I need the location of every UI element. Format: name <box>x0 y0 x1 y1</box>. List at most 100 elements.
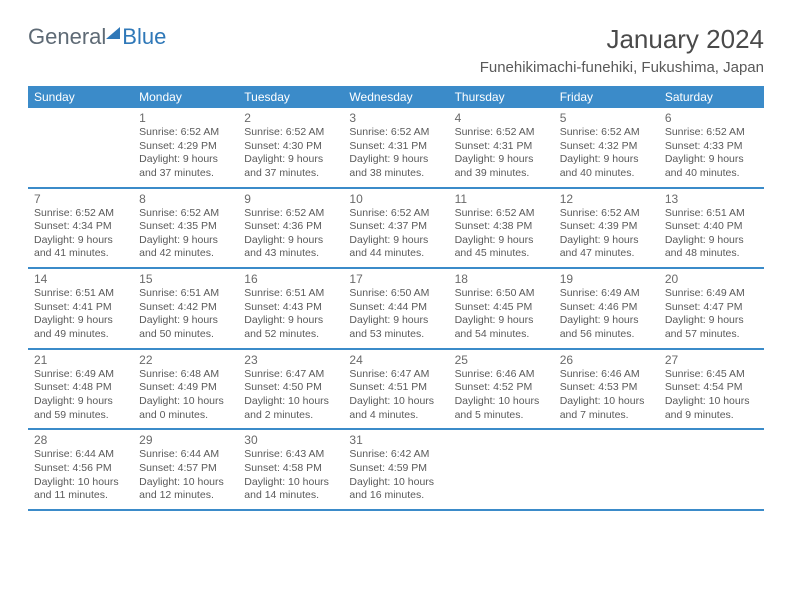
sunset-line: Sunset: 4:41 PM <box>34 301 127 315</box>
day-cell: 6Sunrise: 6:52 AMSunset: 4:33 PMDaylight… <box>659 108 764 187</box>
week-row: 1Sunrise: 6:52 AMSunset: 4:29 PMDaylight… <box>28 108 764 189</box>
day-cell: 28Sunrise: 6:44 AMSunset: 4:56 PMDayligh… <box>28 430 133 509</box>
day-cell: 5Sunrise: 6:52 AMSunset: 4:32 PMDaylight… <box>554 108 659 187</box>
day-cell: 23Sunrise: 6:47 AMSunset: 4:50 PMDayligh… <box>238 350 343 429</box>
sunrise-line: Sunrise: 6:52 AM <box>139 207 232 221</box>
daylight-line: Daylight: 10 hours and 12 minutes. <box>139 476 232 503</box>
day-number: 6 <box>665 111 758 125</box>
sunset-line: Sunset: 4:40 PM <box>665 220 758 234</box>
sunrise-line: Sunrise: 6:51 AM <box>34 287 127 301</box>
day-number: 30 <box>244 433 337 447</box>
daylight-line: Daylight: 9 hours and 40 minutes. <box>560 153 653 180</box>
weekday-label: Thursday <box>449 86 554 108</box>
day-number: 28 <box>34 433 127 447</box>
sunset-line: Sunset: 4:36 PM <box>244 220 337 234</box>
sunset-line: Sunset: 4:56 PM <box>34 462 127 476</box>
sunrise-line: Sunrise: 6:44 AM <box>139 448 232 462</box>
daylight-line: Daylight: 9 hours and 40 minutes. <box>665 153 758 180</box>
day-number: 10 <box>349 192 442 206</box>
sunrise-line: Sunrise: 6:50 AM <box>349 287 442 301</box>
day-cell: 3Sunrise: 6:52 AMSunset: 4:31 PMDaylight… <box>343 108 448 187</box>
sunset-line: Sunset: 4:35 PM <box>139 220 232 234</box>
sunset-line: Sunset: 4:51 PM <box>349 381 442 395</box>
sunset-line: Sunset: 4:54 PM <box>665 381 758 395</box>
sunrise-line: Sunrise: 6:42 AM <box>349 448 442 462</box>
day-number: 9 <box>244 192 337 206</box>
daylight-line: Daylight: 9 hours and 38 minutes. <box>349 153 442 180</box>
day-cell: 17Sunrise: 6:50 AMSunset: 4:44 PMDayligh… <box>343 269 448 348</box>
sunrise-line: Sunrise: 6:52 AM <box>139 126 232 140</box>
sunrise-line: Sunrise: 6:52 AM <box>560 207 653 221</box>
sunrise-line: Sunrise: 6:49 AM <box>34 368 127 382</box>
day-cell: 12Sunrise: 6:52 AMSunset: 4:39 PMDayligh… <box>554 189 659 268</box>
sunrise-line: Sunrise: 6:46 AM <box>455 368 548 382</box>
sunrise-line: Sunrise: 6:49 AM <box>560 287 653 301</box>
sunrise-line: Sunrise: 6:43 AM <box>244 448 337 462</box>
sunset-line: Sunset: 4:53 PM <box>560 381 653 395</box>
sunrise-line: Sunrise: 6:52 AM <box>244 126 337 140</box>
day-number: 23 <box>244 353 337 367</box>
location-subtitle: Funehikimachi-funehiki, Fukushima, Japan <box>480 59 764 76</box>
sunset-line: Sunset: 4:32 PM <box>560 140 653 154</box>
daylight-line: Daylight: 9 hours and 45 minutes. <box>455 234 548 261</box>
daylight-line: Daylight: 9 hours and 37 minutes. <box>244 153 337 180</box>
day-cell: 4Sunrise: 6:52 AMSunset: 4:31 PMDaylight… <box>449 108 554 187</box>
day-cell <box>554 430 659 509</box>
day-cell: 7Sunrise: 6:52 AMSunset: 4:34 PMDaylight… <box>28 189 133 268</box>
daylight-line: Daylight: 9 hours and 49 minutes. <box>34 314 127 341</box>
sunset-line: Sunset: 4:46 PM <box>560 301 653 315</box>
sunrise-line: Sunrise: 6:51 AM <box>244 287 337 301</box>
day-number: 24 <box>349 353 442 367</box>
daylight-line: Daylight: 9 hours and 54 minutes. <box>455 314 548 341</box>
week-row: 21Sunrise: 6:49 AMSunset: 4:48 PMDayligh… <box>28 350 764 431</box>
sunset-line: Sunset: 4:59 PM <box>349 462 442 476</box>
daylight-line: Daylight: 10 hours and 4 minutes. <box>349 395 442 422</box>
day-cell: 26Sunrise: 6:46 AMSunset: 4:53 PMDayligh… <box>554 350 659 429</box>
day-cell: 20Sunrise: 6:49 AMSunset: 4:47 PMDayligh… <box>659 269 764 348</box>
sunset-line: Sunset: 4:30 PM <box>244 140 337 154</box>
day-number: 14 <box>34 272 127 286</box>
logo-text-blue: Blue <box>122 24 166 50</box>
day-cell: 19Sunrise: 6:49 AMSunset: 4:46 PMDayligh… <box>554 269 659 348</box>
daylight-line: Daylight: 9 hours and 53 minutes. <box>349 314 442 341</box>
daylight-line: Daylight: 9 hours and 39 minutes. <box>455 153 548 180</box>
sunrise-line: Sunrise: 6:52 AM <box>455 126 548 140</box>
sunset-line: Sunset: 4:58 PM <box>244 462 337 476</box>
day-number: 3 <box>349 111 442 125</box>
week-row: 28Sunrise: 6:44 AMSunset: 4:56 PMDayligh… <box>28 430 764 511</box>
sunrise-line: Sunrise: 6:52 AM <box>349 207 442 221</box>
day-cell: 13Sunrise: 6:51 AMSunset: 4:40 PMDayligh… <box>659 189 764 268</box>
week-row: 7Sunrise: 6:52 AMSunset: 4:34 PMDaylight… <box>28 189 764 270</box>
daylight-line: Daylight: 9 hours and 57 minutes. <box>665 314 758 341</box>
weeks-container: 1Sunrise: 6:52 AMSunset: 4:29 PMDaylight… <box>28 108 764 511</box>
day-number: 5 <box>560 111 653 125</box>
sunrise-line: Sunrise: 6:49 AM <box>665 287 758 301</box>
week-row: 14Sunrise: 6:51 AMSunset: 4:41 PMDayligh… <box>28 269 764 350</box>
sunset-line: Sunset: 4:44 PM <box>349 301 442 315</box>
daylight-line: Daylight: 9 hours and 56 minutes. <box>560 314 653 341</box>
sunset-line: Sunset: 4:33 PM <box>665 140 758 154</box>
sunrise-line: Sunrise: 6:52 AM <box>560 126 653 140</box>
weekday-label: Monday <box>133 86 238 108</box>
sunrise-line: Sunrise: 6:50 AM <box>455 287 548 301</box>
month-year-title: January 2024 <box>480 24 764 55</box>
day-cell <box>28 108 133 187</box>
day-number: 31 <box>349 433 442 447</box>
weekday-label: Sunday <box>28 86 133 108</box>
sunset-line: Sunset: 4:48 PM <box>34 381 127 395</box>
sunset-line: Sunset: 4:45 PM <box>455 301 548 315</box>
weekday-header-row: SundayMondayTuesdayWednesdayThursdayFrid… <box>28 86 764 108</box>
sunset-line: Sunset: 4:31 PM <box>455 140 548 154</box>
daylight-line: Daylight: 9 hours and 43 minutes. <box>244 234 337 261</box>
sunset-line: Sunset: 4:37 PM <box>349 220 442 234</box>
day-number: 12 <box>560 192 653 206</box>
day-number: 8 <box>139 192 232 206</box>
day-number: 15 <box>139 272 232 286</box>
daylight-line: Daylight: 9 hours and 41 minutes. <box>34 234 127 261</box>
sunrise-line: Sunrise: 6:51 AM <box>139 287 232 301</box>
weekday-label: Friday <box>554 86 659 108</box>
day-number: 17 <box>349 272 442 286</box>
daylight-line: Daylight: 10 hours and 11 minutes. <box>34 476 127 503</box>
day-cell: 15Sunrise: 6:51 AMSunset: 4:42 PMDayligh… <box>133 269 238 348</box>
sunset-line: Sunset: 4:39 PM <box>560 220 653 234</box>
